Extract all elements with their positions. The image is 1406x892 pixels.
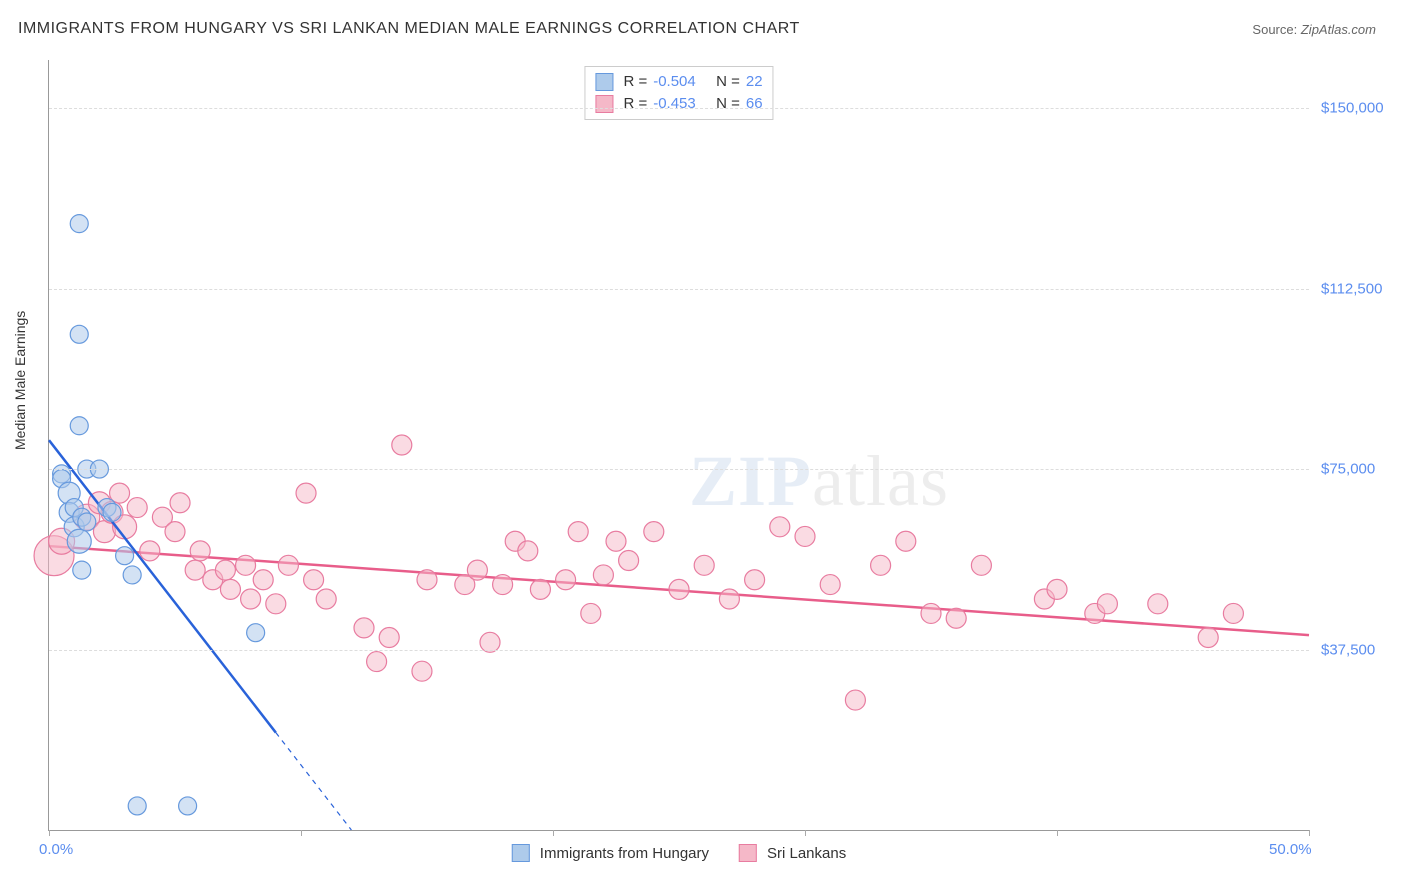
scatter-point	[946, 608, 966, 628]
scatter-point	[719, 589, 739, 609]
scatter-point	[185, 560, 205, 580]
scatter-point	[316, 589, 336, 609]
scatter-point	[253, 570, 273, 590]
scatter-point	[78, 513, 96, 531]
scatter-point	[568, 522, 588, 542]
y-tick-label: $112,500	[1321, 280, 1382, 297]
scatter-point	[266, 594, 286, 614]
scatter-point	[896, 531, 916, 551]
scatter-point	[493, 575, 513, 595]
scatter-point	[1198, 628, 1218, 648]
scatter-point	[1047, 579, 1067, 599]
scatter-point	[644, 522, 664, 542]
x-tick-label: 0.0%	[39, 841, 73, 858]
swatch-hungary-bottom	[512, 844, 530, 862]
scatter-point	[820, 575, 840, 595]
scatter-point	[247, 624, 265, 642]
y-tick-label: $37,500	[1321, 641, 1375, 658]
scatter-point	[128, 797, 146, 815]
scatter-point	[70, 325, 88, 343]
source-label: Source:	[1252, 22, 1297, 37]
x-tick	[301, 830, 302, 836]
chart-plot-area: ZIPatlas R = -0.504 N = 22 R = -0.453 N …	[48, 60, 1309, 831]
scatter-point	[606, 531, 626, 551]
y-gridline	[49, 108, 1309, 109]
scatter-point	[170, 493, 190, 513]
scatter-point	[795, 526, 815, 546]
legend-item-hungary: Immigrants from Hungary	[512, 844, 709, 862]
scatter-point	[296, 483, 316, 503]
scatter-point	[70, 417, 88, 435]
scatter-point	[694, 555, 714, 575]
scatter-point	[518, 541, 538, 561]
scatter-point	[123, 566, 141, 584]
scatter-point	[70, 215, 88, 233]
scatter-point	[581, 603, 601, 623]
y-axis-label: Median Male Earnings	[12, 311, 28, 450]
scatter-point	[1097, 594, 1117, 614]
scatter-point	[392, 435, 412, 455]
scatter-point	[179, 797, 197, 815]
scatter-point	[1223, 603, 1243, 623]
scatter-point	[467, 560, 487, 580]
scatter-point	[971, 555, 991, 575]
y-gridline	[49, 289, 1309, 290]
scatter-point	[190, 541, 210, 561]
scatter-point	[1148, 594, 1168, 614]
scatter-point	[593, 565, 613, 585]
x-tick	[49, 830, 50, 836]
scatter-point	[921, 603, 941, 623]
swatch-srilanka-bottom	[739, 844, 757, 862]
scatter-point	[379, 628, 399, 648]
scatter-point	[67, 529, 91, 553]
scatter-point	[127, 498, 147, 518]
scatter-point	[236, 555, 256, 575]
scatter-point	[619, 551, 639, 571]
x-tick	[553, 830, 554, 836]
scatter-point	[845, 690, 865, 710]
x-tick	[805, 830, 806, 836]
scatter-point	[530, 579, 550, 599]
scatter-point	[367, 652, 387, 672]
y-gridline	[49, 650, 1309, 651]
scatter-point	[73, 561, 91, 579]
chart-title: IMMIGRANTS FROM HUNGARY VS SRI LANKAN ME…	[18, 20, 800, 38]
scatter-point	[140, 541, 160, 561]
series-legend: Immigrants from Hungary Sri Lankans	[512, 844, 846, 862]
scatter-point	[215, 560, 235, 580]
scatter-point	[165, 522, 185, 542]
source-attribution: Source: ZipAtlas.com	[1252, 22, 1376, 37]
y-tick-label: $150,000	[1321, 100, 1384, 117]
scatter-point	[103, 503, 121, 521]
x-tick	[1057, 830, 1058, 836]
scatter-point	[556, 570, 576, 590]
x-tick-label: 50.0%	[1269, 841, 1312, 858]
scatter-point	[412, 661, 432, 681]
scatter-point	[116, 547, 134, 565]
scatter-point	[770, 517, 790, 537]
source-value: ZipAtlas.com	[1301, 22, 1376, 37]
y-gridline	[49, 469, 1309, 470]
legend-item-srilanka: Sri Lankans	[739, 844, 846, 862]
legend-label-srilanka: Sri Lankans	[767, 845, 846, 862]
legend-label-hungary: Immigrants from Hungary	[540, 845, 709, 862]
scatter-point	[241, 589, 261, 609]
scatter-point	[304, 570, 324, 590]
x-tick	[1309, 830, 1310, 836]
scatter-point	[220, 579, 240, 599]
scatter-point	[871, 555, 891, 575]
scatter-point	[417, 570, 437, 590]
scatter-point	[745, 570, 765, 590]
scatter-svg	[49, 60, 1309, 830]
scatter-point	[669, 579, 689, 599]
scatter-point	[354, 618, 374, 638]
scatter-point	[278, 555, 298, 575]
y-tick-label: $75,000	[1321, 461, 1375, 478]
